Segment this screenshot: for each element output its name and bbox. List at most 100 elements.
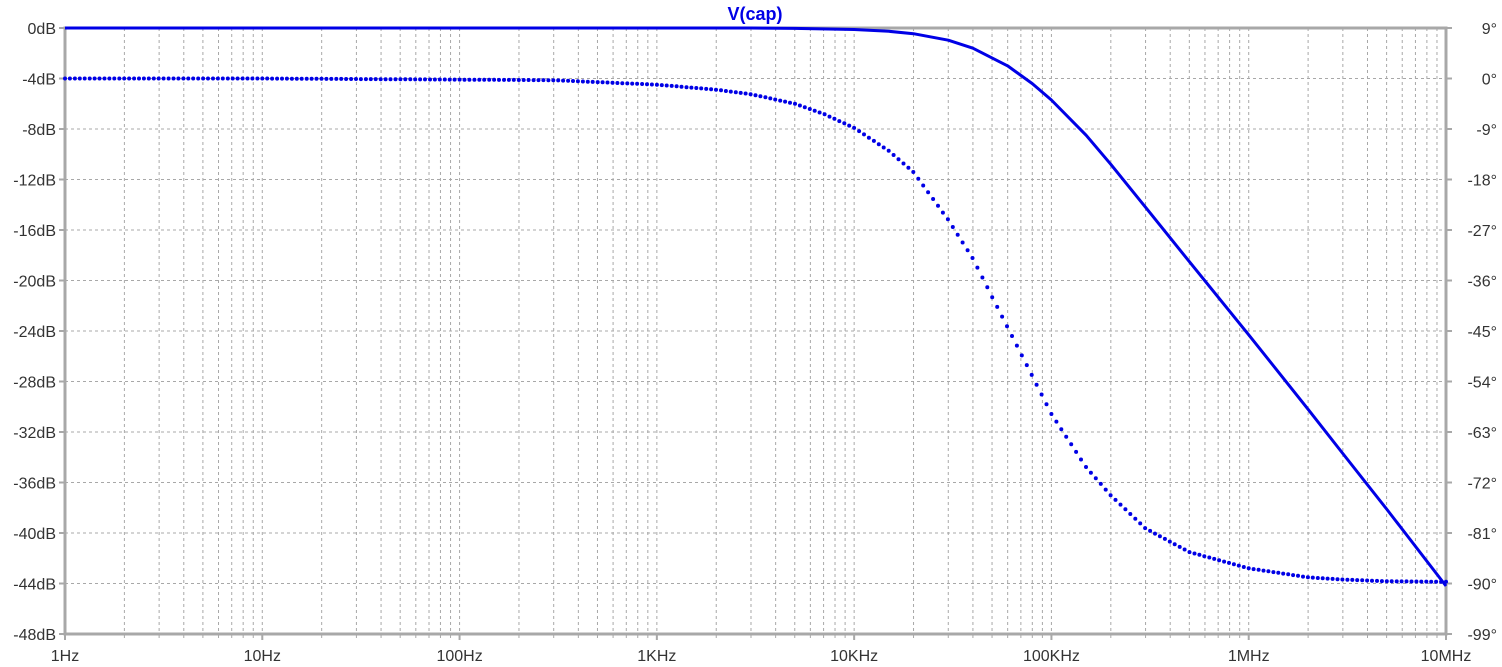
y-left-tick-label: -24dB xyxy=(13,324,56,341)
phase-dot xyxy=(497,77,501,82)
phase-dot xyxy=(931,197,936,201)
phase-dot xyxy=(1286,572,1291,577)
phase-dot xyxy=(541,78,546,83)
y-right-tick-label: -81° xyxy=(1467,526,1497,543)
phase-dot xyxy=(1034,382,1039,387)
phase-dot xyxy=(802,105,807,110)
phase-dot xyxy=(881,145,886,150)
phase-dot xyxy=(1118,502,1123,507)
phase-dot xyxy=(284,76,289,81)
phase-series-dots xyxy=(63,76,1448,584)
phase-dot xyxy=(585,79,590,84)
phase-dot xyxy=(1113,497,1118,502)
y-left-tick-label: -36dB xyxy=(13,476,56,493)
phase-dot xyxy=(319,76,324,81)
phase-dot xyxy=(452,77,457,82)
phase-dot xyxy=(940,210,945,215)
phase-dot xyxy=(393,77,398,82)
phase-dot xyxy=(615,81,620,85)
phase-dot xyxy=(107,76,112,81)
phase-dot xyxy=(1153,531,1157,536)
phase-dot xyxy=(1187,550,1192,555)
phase-dot xyxy=(92,76,97,81)
phase-dot xyxy=(1271,570,1276,575)
phase-dot xyxy=(876,142,881,147)
phase-dot xyxy=(1143,526,1148,531)
phase-dot xyxy=(122,76,127,81)
phase-dot xyxy=(437,77,442,82)
phase-dot xyxy=(1148,528,1153,533)
phase-dot xyxy=(793,101,797,106)
x-tick-label: 10Hz xyxy=(244,648,281,665)
phase-dot xyxy=(1108,493,1113,498)
phase-dot xyxy=(1000,314,1005,319)
phase-dot xyxy=(886,148,891,153)
phase-dot xyxy=(1251,567,1256,572)
phase-dot xyxy=(694,86,699,90)
phase-dot xyxy=(1162,536,1167,541)
phase-dot xyxy=(797,103,802,108)
x-tick-label: 10MHz xyxy=(1421,648,1472,665)
phase-dot xyxy=(309,76,314,81)
y-left-tick-label: -48dB xyxy=(13,627,56,644)
phase-dot xyxy=(63,76,67,81)
phase-dot xyxy=(654,82,659,87)
phase-dot xyxy=(1315,576,1320,580)
phase-dot xyxy=(1079,457,1083,462)
phase-dot xyxy=(733,90,738,95)
phase-dot xyxy=(137,76,141,81)
y-right-tick-label: -9° xyxy=(1476,122,1497,139)
phase-dot xyxy=(832,116,837,121)
phase-dot xyxy=(743,91,748,96)
phase-dot xyxy=(1365,578,1370,583)
phase-dot xyxy=(255,76,260,81)
phase-dot xyxy=(1138,521,1143,526)
phase-dot xyxy=(773,97,778,102)
phase-dot xyxy=(211,76,215,81)
phase-dot xyxy=(728,89,733,94)
y-right-tick-label: -27° xyxy=(1467,223,1497,240)
phase-dot xyxy=(1296,573,1300,578)
phase-dot xyxy=(299,76,304,81)
phase-dot xyxy=(1093,476,1098,481)
phase-dot xyxy=(1301,574,1305,579)
phase-dot xyxy=(921,183,926,188)
phase-dot xyxy=(403,77,408,82)
phase-dot xyxy=(1167,539,1172,544)
phase-dot xyxy=(171,76,176,81)
phase-dot xyxy=(896,157,901,162)
phase-dot xyxy=(413,77,418,82)
phase-dot xyxy=(428,77,432,82)
phase-dot xyxy=(862,132,866,137)
phase-dot xyxy=(1064,434,1069,439)
phase-dot xyxy=(418,77,423,82)
phase-dot xyxy=(1261,568,1266,573)
phase-dot xyxy=(1355,578,1360,583)
phase-dot xyxy=(1340,577,1345,582)
phase-dot xyxy=(482,77,487,82)
chart-title: V(cap) xyxy=(727,4,782,24)
phase-dot xyxy=(1192,551,1197,556)
y-left-tick-label: -20dB xyxy=(13,274,56,291)
y-left-tick-label: 0dB xyxy=(28,21,56,38)
phase-dot xyxy=(373,77,378,82)
phase-dot xyxy=(546,78,551,83)
phase-dot xyxy=(1172,542,1177,547)
phase-dot xyxy=(837,119,842,124)
phase-dot xyxy=(847,123,852,128)
phase-dot xyxy=(822,112,827,117)
phase-dot xyxy=(699,86,704,91)
phase-dot xyxy=(531,78,536,83)
phase-dot xyxy=(788,100,792,105)
phase-dot xyxy=(1291,573,1296,578)
phase-dot xyxy=(240,76,245,81)
phase-dot xyxy=(117,76,122,81)
phase-dot xyxy=(1419,579,1424,584)
phase-dot xyxy=(1389,579,1394,584)
axis-ticks: 1Hz 10Hz 100Hz 1KHz 10KHz 100KHz 1MHz 10MHz 0dB -… xyxy=(13,21,1497,665)
phase-dot xyxy=(1360,578,1365,583)
phase-dot xyxy=(447,77,452,82)
phase-dot xyxy=(970,256,975,260)
y-left-tick-label: -12dB xyxy=(13,173,56,190)
phase-dot xyxy=(1069,442,1074,447)
